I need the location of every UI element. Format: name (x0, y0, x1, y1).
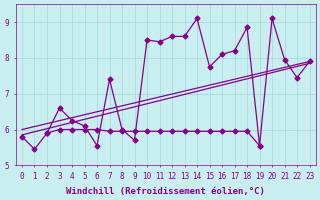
X-axis label: Windchill (Refroidissement éolien,°C): Windchill (Refroidissement éolien,°C) (66, 187, 265, 196)
